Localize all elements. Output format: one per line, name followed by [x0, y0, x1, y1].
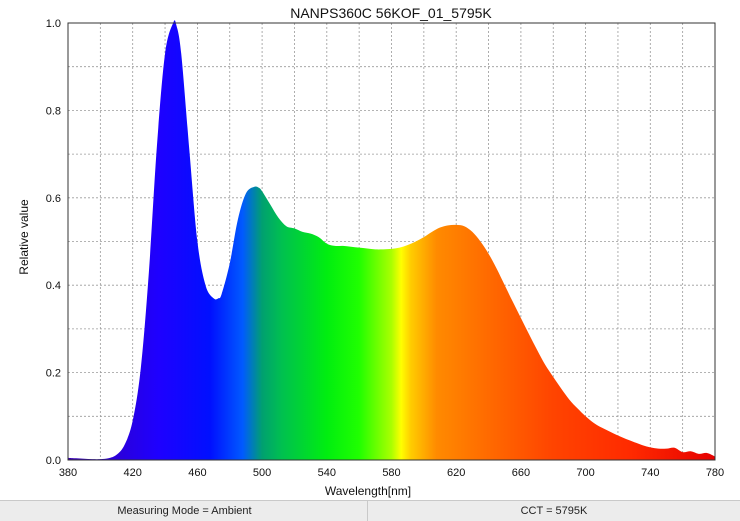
x-tick-label: 420 — [124, 467, 142, 479]
x-tick-label: 660 — [512, 467, 530, 479]
y-tick-label: 0.8 — [46, 105, 61, 117]
y-tick-label: 0.2 — [46, 368, 61, 380]
status-bar: Measuring Mode = Ambient CCT = 5795K — [0, 500, 740, 521]
y-tick-label: 0.0 — [46, 455, 61, 467]
x-tick-label: 620 — [447, 467, 465, 479]
x-tick-label: 540 — [318, 467, 336, 479]
spectrum-chart: 380 420 460 500 540 580 620 660 700 740 780 0.0 0.2… — [17, 5, 724, 498]
x-tick-label: 740 — [641, 467, 659, 479]
x-tick-label: 780 — [706, 467, 724, 479]
x-tick-label: 460 — [188, 467, 206, 479]
x-tick-label: 580 — [382, 467, 400, 479]
y-tick-labels: 0.0 0.2 0.4 0.6 0.8 1.0 — [46, 18, 61, 467]
x-axis-label: Wavelength[nm] — [325, 484, 411, 498]
spectrum-area — [68, 20, 715, 460]
y-axis-label: Relative value — [17, 199, 31, 275]
y-tick-label: 0.4 — [46, 280, 61, 292]
x-tick-label: 380 — [59, 467, 77, 479]
y-tick-label: 0.6 — [46, 193, 61, 205]
x-tick-labels: 380 420 460 500 540 580 620 660 700 740 780 — [59, 467, 724, 479]
y-tick-label: 1.0 — [46, 18, 61, 30]
measuring-mode-status: Measuring Mode = Ambient — [2, 501, 368, 521]
chart-title: NANPS360C 56KOF_01_5795K — [290, 5, 492, 21]
cct-status: CCT = 5795K — [520, 505, 588, 517]
x-tick-label: 500 — [253, 467, 271, 479]
plot-frame — [67, 22, 716, 461]
x-tick-label: 700 — [576, 467, 594, 479]
